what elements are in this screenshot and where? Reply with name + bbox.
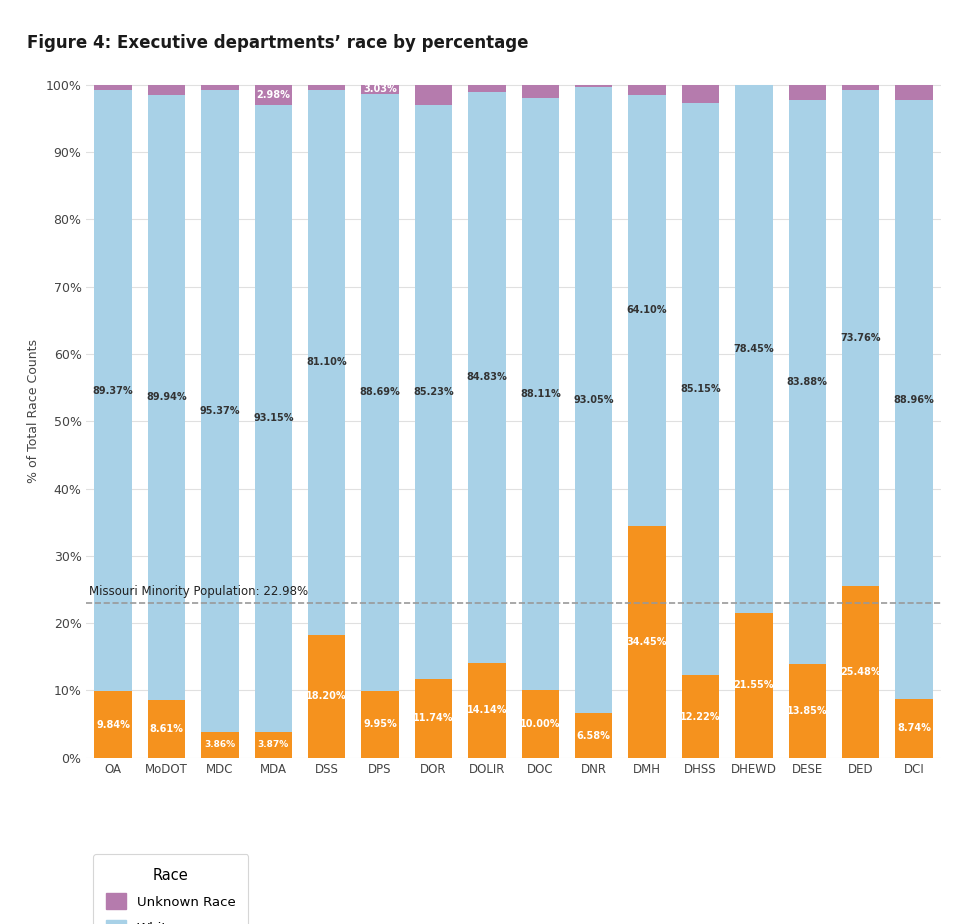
- Bar: [468, 663, 506, 758]
- Bar: [896, 101, 933, 699]
- Text: 3.86%: 3.86%: [204, 740, 235, 749]
- Text: 34.45%: 34.45%: [627, 637, 667, 647]
- Bar: [202, 85, 239, 90]
- Bar: [308, 90, 346, 635]
- Text: 8.74%: 8.74%: [898, 723, 931, 734]
- Text: 93.05%: 93.05%: [573, 395, 614, 406]
- Bar: [682, 675, 719, 758]
- Bar: [254, 105, 292, 732]
- Bar: [842, 586, 879, 758]
- Bar: [148, 699, 185, 758]
- Text: 95.37%: 95.37%: [200, 406, 240, 416]
- Bar: [361, 85, 398, 94]
- Text: Figure 4: Executive departments’ race by percentage: Figure 4: Executive departments’ race by…: [27, 34, 528, 52]
- Bar: [896, 699, 933, 758]
- Bar: [148, 94, 185, 699]
- Bar: [788, 664, 826, 758]
- Bar: [94, 691, 132, 758]
- Bar: [842, 90, 879, 586]
- Text: 25.48%: 25.48%: [840, 667, 881, 677]
- Bar: [735, 85, 773, 613]
- Bar: [468, 91, 506, 663]
- Text: 85.23%: 85.23%: [413, 387, 454, 397]
- Bar: [415, 679, 452, 758]
- Text: 10.00%: 10.00%: [520, 719, 561, 729]
- Text: 78.45%: 78.45%: [733, 344, 774, 354]
- Bar: [842, 85, 879, 90]
- Bar: [896, 85, 933, 101]
- Text: 2.98%: 2.98%: [256, 90, 290, 100]
- Text: 9.84%: 9.84%: [96, 720, 130, 730]
- Text: 64.10%: 64.10%: [627, 305, 667, 315]
- Text: 8.61%: 8.61%: [150, 723, 183, 734]
- Bar: [361, 691, 398, 758]
- Text: 3.87%: 3.87%: [257, 740, 289, 749]
- Bar: [575, 85, 612, 88]
- Text: 85.15%: 85.15%: [681, 384, 721, 394]
- Text: 81.10%: 81.10%: [306, 358, 347, 368]
- Text: 14.14%: 14.14%: [467, 705, 507, 715]
- Bar: [575, 713, 612, 758]
- Text: 93.15%: 93.15%: [253, 413, 294, 423]
- Text: 3.03%: 3.03%: [363, 84, 397, 94]
- Text: 11.74%: 11.74%: [413, 713, 454, 723]
- Text: 88.11%: 88.11%: [520, 389, 561, 399]
- Text: 88.69%: 88.69%: [360, 387, 400, 397]
- Bar: [415, 85, 452, 105]
- Text: 73.76%: 73.76%: [840, 334, 881, 343]
- Bar: [521, 98, 559, 690]
- Bar: [361, 94, 398, 691]
- Bar: [575, 88, 612, 713]
- Text: 12.22%: 12.22%: [681, 711, 721, 722]
- Bar: [148, 85, 185, 94]
- Bar: [202, 732, 239, 758]
- Bar: [788, 100, 826, 664]
- Text: Missouri Minority Population: 22.98%: Missouri Minority Population: 22.98%: [89, 585, 308, 598]
- Bar: [788, 85, 826, 100]
- Text: 18.20%: 18.20%: [306, 691, 347, 701]
- Legend: Unknown Race, White, Minority: Unknown Race, White, Minority: [93, 855, 249, 924]
- Bar: [254, 732, 292, 758]
- Text: 13.85%: 13.85%: [787, 706, 828, 716]
- Bar: [682, 85, 719, 103]
- Bar: [735, 613, 773, 758]
- Bar: [629, 526, 666, 758]
- Bar: [682, 103, 719, 675]
- Bar: [629, 85, 666, 94]
- Text: 6.58%: 6.58%: [577, 731, 611, 740]
- Text: 21.55%: 21.55%: [733, 680, 774, 690]
- Text: 84.83%: 84.83%: [467, 372, 507, 383]
- Bar: [521, 690, 559, 758]
- Bar: [94, 85, 132, 91]
- Bar: [254, 85, 292, 105]
- Text: 89.94%: 89.94%: [146, 392, 187, 402]
- Bar: [521, 85, 559, 98]
- Bar: [468, 85, 506, 91]
- Bar: [308, 635, 346, 758]
- Bar: [94, 91, 132, 691]
- Text: 89.37%: 89.37%: [93, 386, 133, 395]
- Bar: [415, 105, 452, 679]
- Text: 88.96%: 88.96%: [894, 395, 934, 405]
- Text: 9.95%: 9.95%: [363, 719, 397, 729]
- Bar: [202, 90, 239, 732]
- Bar: [308, 85, 346, 90]
- Bar: [629, 94, 666, 526]
- Y-axis label: % of Total Race Counts: % of Total Race Counts: [27, 339, 40, 483]
- Text: 83.88%: 83.88%: [787, 377, 828, 387]
